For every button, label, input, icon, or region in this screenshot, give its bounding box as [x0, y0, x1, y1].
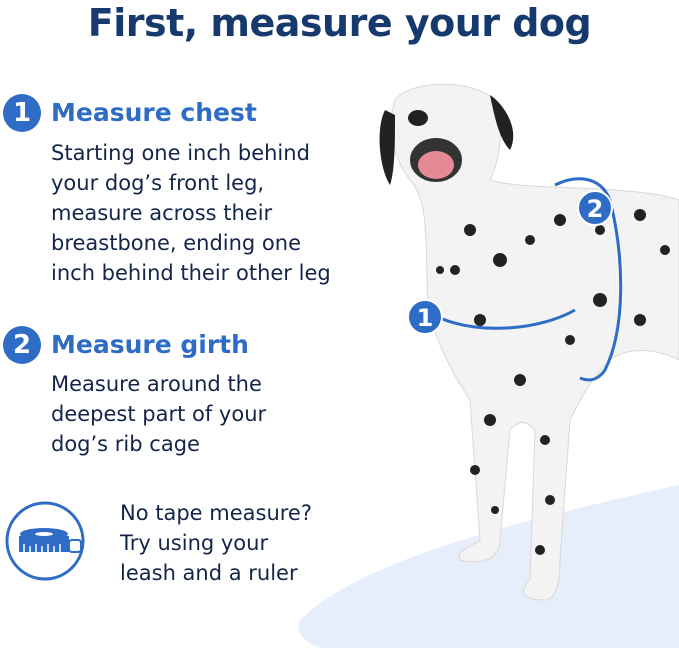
dalmatian-illustration: 1 2 [298, 83, 679, 648]
text-line: measure across their [51, 201, 273, 225]
marker-1: 1 [407, 299, 443, 335]
text-line: your dog’s front leg, [51, 171, 265, 195]
text-line: leash and a ruler [120, 561, 298, 585]
step-number-badge: 1 [3, 94, 41, 132]
text-line: Starting one inch behind [51, 141, 310, 165]
text-line: deepest part of your [51, 402, 267, 426]
marker-2: 2 [577, 190, 613, 226]
step-number-badge: 2 [3, 326, 41, 364]
step-description: Starting one inch behind your dog’s fron… [51, 138, 331, 288]
measurement-arrows [439, 177, 623, 382]
step-description: Measure around the deepest part of your … [51, 369, 266, 459]
tape-measure-icon [5, 501, 85, 581]
marker-label: 2 [587, 195, 604, 223]
text-line: No tape measure? [120, 501, 312, 525]
text-line: Measure around the [51, 372, 262, 396]
text-line: dog’s rib cage [51, 432, 200, 456]
text-line: breastbone, ending one [51, 231, 302, 255]
tip-text: No tape measure? Try using your leash an… [120, 498, 312, 588]
floor-shape [298, 485, 679, 648]
step-heading: Measure girth [51, 330, 249, 359]
text-line: inch behind their other leg [51, 261, 331, 285]
step-heading: Measure chest [51, 98, 257, 127]
page-title: First, measure your dog [87, 1, 592, 45]
text-line: Try using your [120, 531, 269, 555]
marker-label: 1 [417, 304, 434, 332]
